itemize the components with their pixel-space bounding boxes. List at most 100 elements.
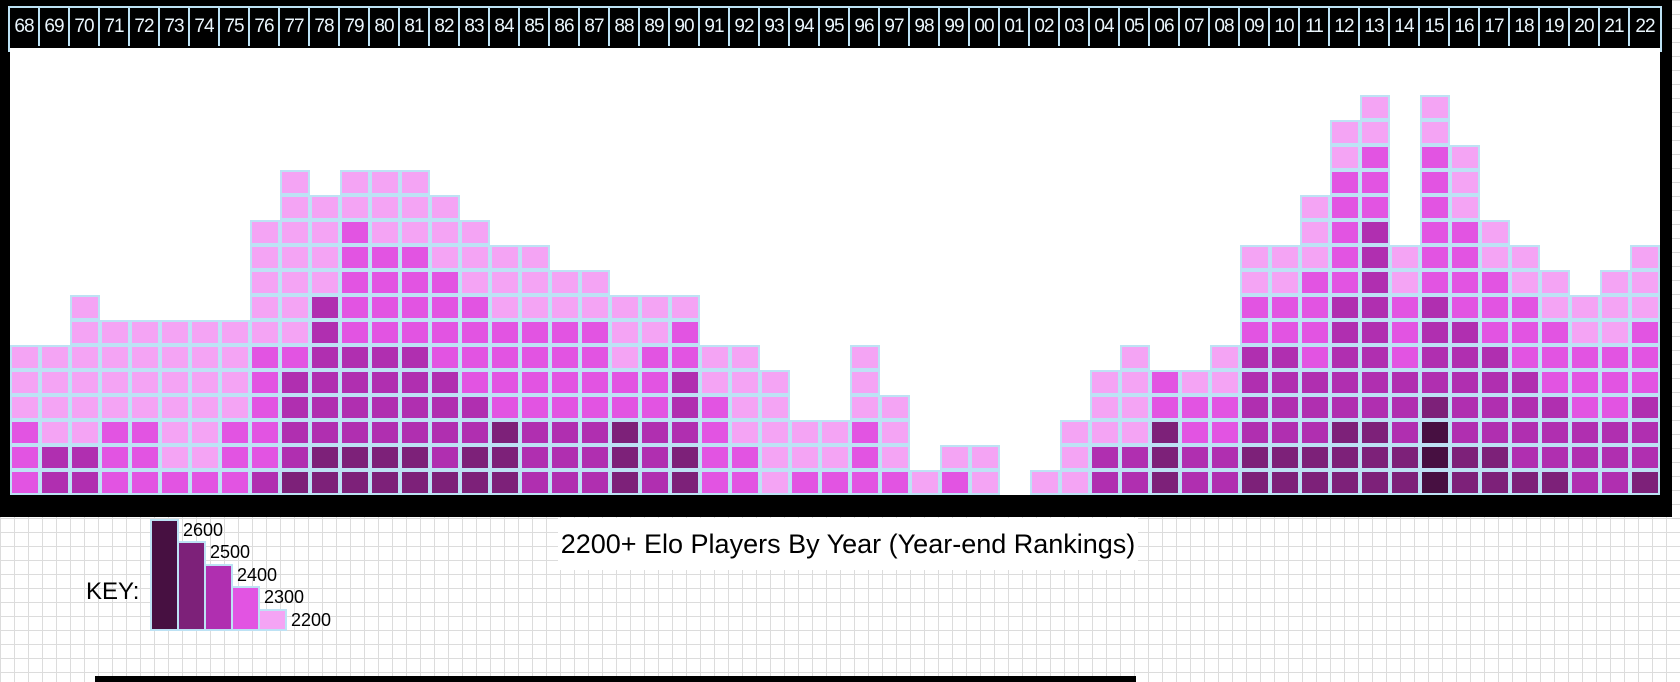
chart-cell-2500 xyxy=(1630,470,1660,495)
chart-cell-2300 xyxy=(640,395,670,420)
chart-cell-2400 xyxy=(550,445,580,470)
year-header-cell: 14 xyxy=(1390,8,1420,46)
chart-column-21 xyxy=(1600,48,1630,495)
chart-cell-2500 xyxy=(1360,445,1390,470)
chart-cell-2300 xyxy=(1360,145,1390,170)
chart-cell-2300 xyxy=(1450,295,1480,320)
chart-cell-2300 xyxy=(790,470,820,495)
key-label: KEY: xyxy=(86,578,140,605)
chart-column-08 xyxy=(1210,48,1240,495)
chart-cell-2300 xyxy=(160,470,190,495)
chart-column-00 xyxy=(970,48,1000,495)
chart-cell-2200 xyxy=(310,220,340,245)
chart-cell-2500 xyxy=(460,470,490,495)
chart-cell-2300 xyxy=(370,320,400,345)
chart-cell-2400 xyxy=(1630,420,1660,445)
chart-cell-2300 xyxy=(430,295,460,320)
chart-cell-2200 xyxy=(40,345,70,370)
chart-cell-2200 xyxy=(850,370,880,395)
chart-column-68 xyxy=(10,48,40,495)
chart-cell-2300 xyxy=(520,320,550,345)
chart-cell-2400 xyxy=(640,470,670,495)
chart-cell-2200 xyxy=(280,220,310,245)
chart-cell-2300 xyxy=(1480,270,1510,295)
chart-cell-2400 xyxy=(280,395,310,420)
chart-cell-2200 xyxy=(160,370,190,395)
year-header-cell: 89 xyxy=(640,8,670,46)
year-header-cell: 82 xyxy=(430,8,460,46)
year-header-cell: 91 xyxy=(700,8,730,46)
chart-cell-2200 xyxy=(1570,295,1600,320)
chart-cell-2200 xyxy=(580,295,610,320)
year-header-cell: 85 xyxy=(520,8,550,46)
chart-cell-2200 xyxy=(760,470,790,495)
chart-cell-2300 xyxy=(850,470,880,495)
chart-cell-2400 xyxy=(280,370,310,395)
chart-cell-2300 xyxy=(1540,320,1570,345)
chart-cell-2300 xyxy=(400,270,430,295)
chart-cell-2300 xyxy=(100,420,130,445)
chart-cell-2200 xyxy=(730,370,760,395)
chart-cell-2400 xyxy=(1180,470,1210,495)
chart-cell-2400 xyxy=(1390,370,1420,395)
chart-column-05 xyxy=(1120,48,1150,495)
chart-cell-2200 xyxy=(250,295,280,320)
chart-cell-2400 xyxy=(1360,370,1390,395)
chart-cell-2400 xyxy=(1210,445,1240,470)
chart-cell-2200 xyxy=(160,445,190,470)
chart-cell-2400 xyxy=(70,470,100,495)
chart-cell-2200 xyxy=(280,320,310,345)
chart-column-77 xyxy=(280,48,310,495)
chart-cell-2200 xyxy=(40,420,70,445)
chart-column-86 xyxy=(550,48,580,495)
chart-cell-2300 xyxy=(1510,345,1540,370)
chart-cell-2300 xyxy=(670,345,700,370)
chart-column-89 xyxy=(640,48,670,495)
chart-cell-2300 xyxy=(1420,170,1450,195)
year-header-cell: 08 xyxy=(1210,8,1240,46)
chart-cell-2300 xyxy=(220,420,250,445)
chart-cell-2500 xyxy=(400,470,430,495)
chart-cell-2300 xyxy=(580,345,610,370)
chart-cell-2200 xyxy=(1120,370,1150,395)
chart-cell-2200 xyxy=(790,445,820,470)
year-header-cell: 86 xyxy=(550,8,580,46)
chart-cell-2300 xyxy=(700,420,730,445)
chart-column-11 xyxy=(1300,48,1330,495)
chart-cell-2400 xyxy=(1600,445,1630,470)
chart-cell-2200 xyxy=(70,345,100,370)
year-header-cell: 00 xyxy=(970,8,1000,46)
chart-cell-2200 xyxy=(280,295,310,320)
chart-cell-2500 xyxy=(610,420,640,445)
chart-column-70 xyxy=(70,48,100,495)
chart-cell-2300 xyxy=(1510,320,1540,345)
chart-cell-2200 xyxy=(370,195,400,220)
chart-cell-2400 xyxy=(1360,270,1390,295)
chart-cell-2400 xyxy=(1480,395,1510,420)
chart-cell-2200 xyxy=(850,345,880,370)
chart-cell-2400 xyxy=(40,470,70,495)
chart-cell-2300 xyxy=(340,295,370,320)
chart-cell-2300 xyxy=(820,470,850,495)
chart-cell-2500 xyxy=(1450,470,1480,495)
chart-column-04 xyxy=(1090,48,1120,495)
chart-cell-2400 xyxy=(1240,420,1270,445)
chart-cell-2200 xyxy=(280,245,310,270)
chart-column-99 xyxy=(940,48,970,495)
chart-cell-2300 xyxy=(370,295,400,320)
chart-cell-2400 xyxy=(430,420,460,445)
chart-cell-2500 xyxy=(340,445,370,470)
chart-cell-2300 xyxy=(1600,395,1630,420)
chart-cell-2200 xyxy=(640,320,670,345)
chart-cell-2200 xyxy=(730,345,760,370)
chart-cell-2200 xyxy=(550,270,580,295)
chart-cell-2200 xyxy=(730,420,760,445)
chart-cell-2400 xyxy=(1390,420,1420,445)
chart-cell-2200 xyxy=(520,270,550,295)
chart-cell-2300 xyxy=(250,395,280,420)
chart-cell-2300 xyxy=(340,245,370,270)
year-header-cell: 96 xyxy=(850,8,880,46)
chart-cell-2300 xyxy=(550,395,580,420)
chart-cell-2200 xyxy=(370,170,400,195)
year-header-cell: 17 xyxy=(1480,8,1510,46)
